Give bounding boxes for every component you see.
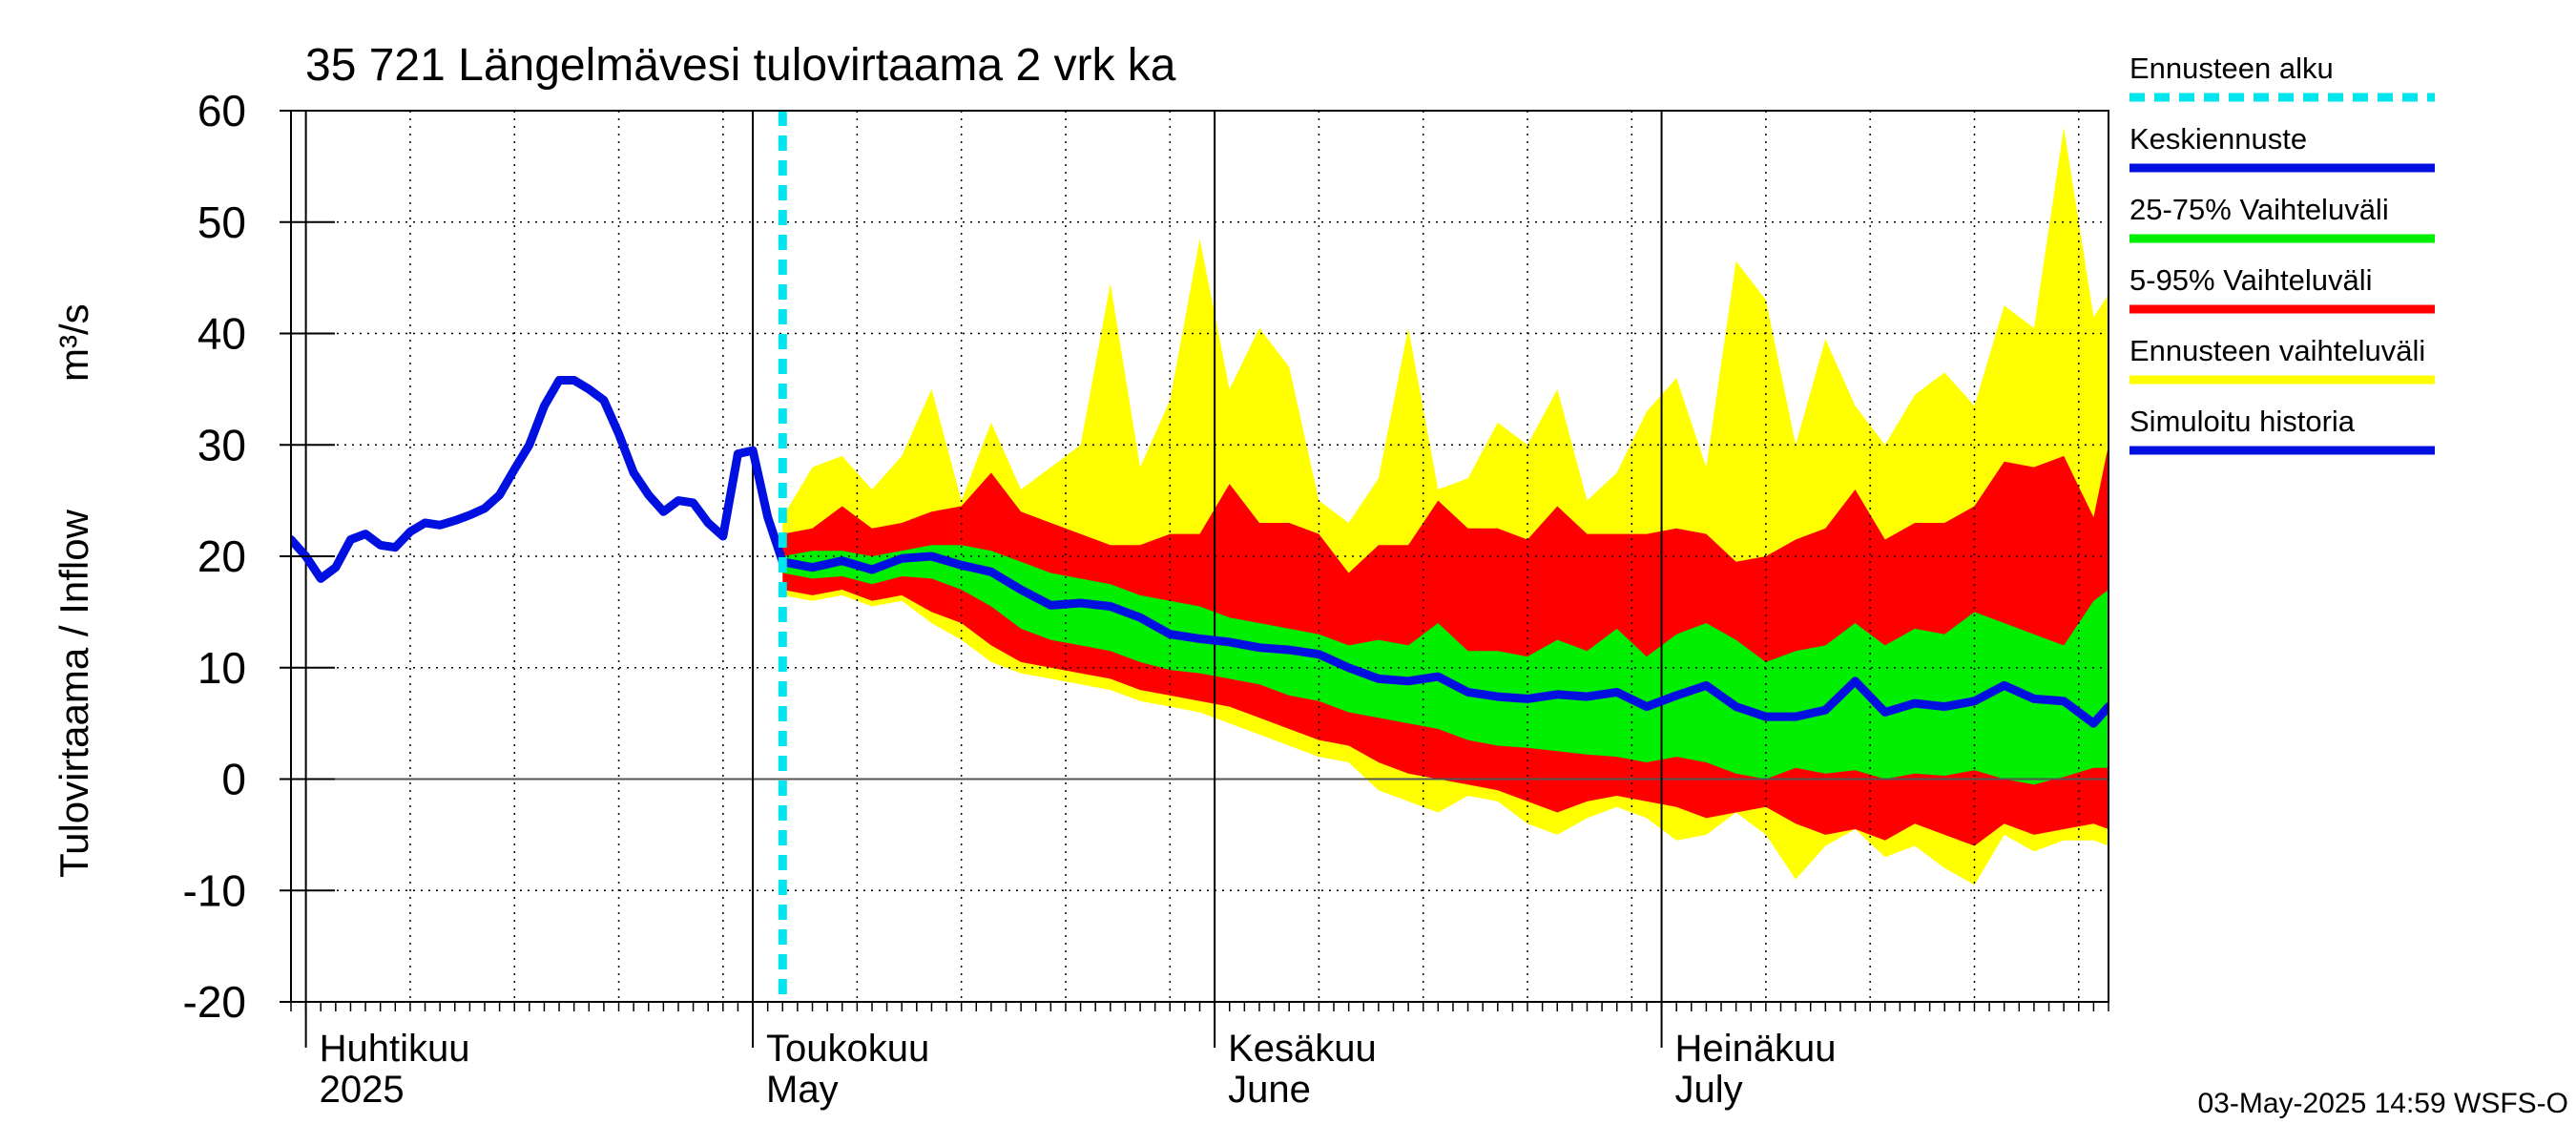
y-tick-label: 10 <box>197 643 246 693</box>
x-month-label: Huhtikuu <box>320 1028 470 1070</box>
y-axis-unit: m³/s <box>52 303 96 382</box>
x-month-sublabel: May <box>766 1069 839 1111</box>
grid-lines <box>290 111 2109 1048</box>
legend-label: Ennusteen vaihteluväli <box>2129 334 2425 367</box>
y-tick-label: 40 <box>197 309 246 359</box>
legend-label: 5-95% Vaihteluväli <box>2129 263 2372 297</box>
y-axis: -20 -10 0 10 20 30 40 50 60 <box>183 86 335 1027</box>
legend-label: Keskiennuste <box>2129 122 2307 156</box>
y-tick-label: 50 <box>197 198 246 247</box>
x-month-label: Toukokuu <box>766 1028 929 1070</box>
timestamp-footer: 03-May-2025 14:59 WSFS-O <box>2198 1088 2569 1119</box>
y-tick-label: -10 <box>183 865 246 915</box>
series-lines <box>291 111 2109 1002</box>
x-month-sublabel: July <box>1675 1069 1743 1111</box>
x-month-sublabel: June <box>1228 1069 1311 1111</box>
x-month-label: Heinäkuu <box>1675 1028 1837 1070</box>
median-forecast-line <box>778 552 2109 728</box>
y-tick-label: 0 <box>221 755 246 804</box>
y-tick-label: 30 <box>197 420 246 469</box>
y-tick-label: 60 <box>197 86 246 135</box>
x-month-label: Kesäkuu <box>1228 1028 1377 1070</box>
legend: Ennusteen alku Keskiennuste 25-75% Vaihtel… <box>2129 52 2435 455</box>
legend-label: 25-75% Vaihteluväli <box>2129 193 2389 226</box>
plot-area <box>290 110 2109 1048</box>
y-tick-label: -20 <box>183 977 246 1027</box>
chart-title: 35 721 Längelmävesi tulovirtaama 2 vrk k… <box>305 40 1176 91</box>
x-month-sublabel: 2025 <box>320 1069 405 1111</box>
y-axis-label: Tulovirtaama / Inflow <box>52 509 96 878</box>
legend-label: Ennusteen alku <box>2129 52 2334 85</box>
history-line <box>291 376 787 583</box>
y-tick-label: 20 <box>197 531 246 581</box>
legend-label: Simuloitu historia <box>2129 405 2356 438</box>
